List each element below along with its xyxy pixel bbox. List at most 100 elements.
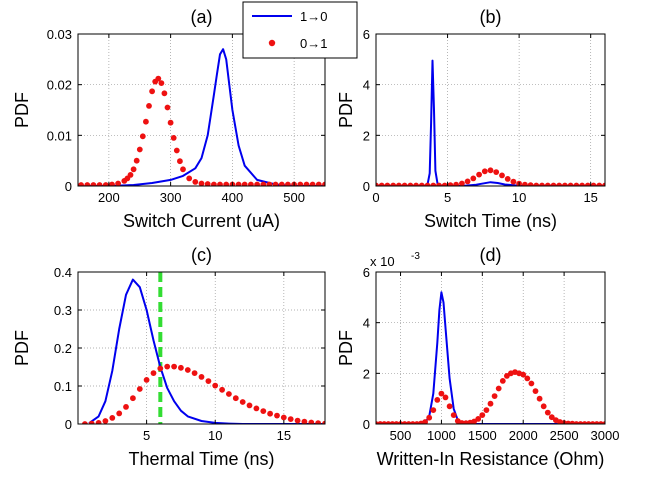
data-point-0to1	[528, 380, 535, 387]
y-tick-label: 0.2	[54, 341, 72, 356]
data-point-0to1	[287, 416, 294, 422]
data-point-0to1	[167, 119, 174, 126]
x-tick-label: 400	[222, 190, 244, 205]
panel-title: (a)	[191, 7, 213, 27]
data-point-0to1	[297, 181, 304, 186]
data-point-0to1	[450, 412, 457, 418]
data-point-0to1	[95, 420, 102, 424]
data-point-0to1	[430, 182, 437, 186]
y-tick-label: 0	[65, 417, 72, 432]
data-point-0to1	[447, 182, 454, 186]
x-tick-label: 5	[143, 428, 150, 443]
x-tick-label: 1000	[427, 428, 456, 443]
data-point-0to1	[533, 182, 540, 186]
x-tick-label: 10	[512, 190, 526, 205]
data-point-0to1	[556, 182, 563, 186]
data-point-0to1	[413, 182, 419, 186]
data-point-0to1	[191, 370, 198, 376]
data-point-0to1	[155, 75, 162, 82]
series-line-1to0	[84, 48, 325, 186]
data-point-0to1	[309, 181, 316, 186]
y-tick-label: 0.4	[54, 265, 72, 280]
data-point-0to1	[424, 182, 431, 186]
data-point-0to1	[562, 182, 568, 186]
data-point-0to1	[223, 181, 230, 186]
data-point-0to1	[459, 180, 465, 186]
data-point-0to1	[186, 175, 193, 182]
data-point-0to1	[475, 416, 482, 422]
x-tick-label: 2500	[550, 428, 579, 443]
data-point-0to1	[426, 414, 433, 421]
data-point-0to1	[212, 382, 219, 389]
data-point-0to1	[584, 182, 591, 186]
data-point-0to1	[579, 182, 585, 186]
data-point-0to1	[438, 390, 445, 397]
plot-area	[376, 272, 605, 424]
y-tick-label: 0.03	[47, 27, 72, 42]
x-tick-label: 1500	[468, 428, 497, 443]
data-point-0to1	[78, 182, 84, 186]
data-point-0to1	[285, 181, 291, 186]
y-tick-label: 0	[363, 417, 370, 432]
data-point-0to1	[150, 370, 157, 376]
data-point-0to1	[470, 175, 477, 182]
data-point-0to1	[127, 172, 134, 178]
data-point-0to1	[235, 181, 242, 186]
data-point-0to1	[133, 157, 140, 164]
data-point-0to1	[390, 182, 397, 186]
data-point-0to1	[479, 412, 486, 418]
data-point-0to1	[544, 409, 551, 416]
data-point-0to1	[164, 363, 171, 370]
data-point-0to1	[524, 375, 531, 382]
data-point-0to1	[384, 182, 391, 186]
data-point-0to1	[544, 182, 551, 186]
x-tick-label: 500	[390, 428, 412, 443]
data-point-0to1	[149, 88, 156, 95]
data-point-0to1	[139, 133, 146, 140]
data-point-0to1	[536, 395, 543, 402]
data-point-0to1	[136, 146, 143, 153]
data-point-0to1	[254, 181, 260, 186]
data-point-0to1	[170, 135, 177, 141]
y-tick-label: 4	[363, 316, 370, 331]
legend-label-0to1: 0→1	[300, 36, 327, 51]
data-point-0to1	[510, 178, 517, 185]
data-point-0to1	[205, 378, 212, 384]
data-point-0to1	[241, 181, 248, 186]
data-point-0to1	[441, 182, 448, 186]
x-tick-label: 15	[583, 190, 597, 205]
panel-title: (d)	[480, 245, 502, 265]
data-point-0to1	[499, 378, 506, 384]
data-point-0to1	[184, 367, 191, 373]
y-multiplier: x 10	[370, 254, 395, 269]
data-point-0to1	[422, 419, 428, 424]
data-point-0to1	[315, 420, 321, 424]
data-point-0to1	[84, 182, 91, 186]
y-tick-label: 6	[363, 27, 370, 42]
data-point-0to1	[280, 414, 287, 421]
y-tick-label: 0.01	[47, 128, 72, 143]
x-tick-label: 2000	[509, 428, 538, 443]
x-axis-label: Switch Time (ns)	[424, 211, 557, 231]
y-tick-label: 6	[363, 265, 370, 280]
data-point-0to1	[204, 181, 211, 186]
x-tick-label: 0	[372, 190, 379, 205]
data-point-0to1	[308, 419, 315, 424]
data-point-0to1	[301, 418, 308, 424]
series-group	[78, 48, 325, 186]
data-point-0to1	[376, 182, 379, 186]
y-tick-label: 0.02	[47, 78, 72, 93]
data-point-0to1	[274, 412, 280, 419]
data-point-0to1	[446, 403, 453, 410]
data-point-0to1	[573, 182, 580, 186]
data-point-0to1	[487, 400, 494, 407]
data-point-0to1	[90, 182, 97, 186]
data-point-0to1	[130, 166, 137, 173]
y-axis-label: PDF	[12, 92, 32, 128]
data-point-0to1	[567, 182, 574, 186]
x-axis-label: Thermal Time (ns)	[128, 449, 274, 469]
axes-frame	[77, 33, 326, 187]
data-point-0to1	[180, 166, 186, 173]
x-tick-label: 500	[283, 190, 305, 205]
data-point-0to1	[177, 158, 183, 165]
